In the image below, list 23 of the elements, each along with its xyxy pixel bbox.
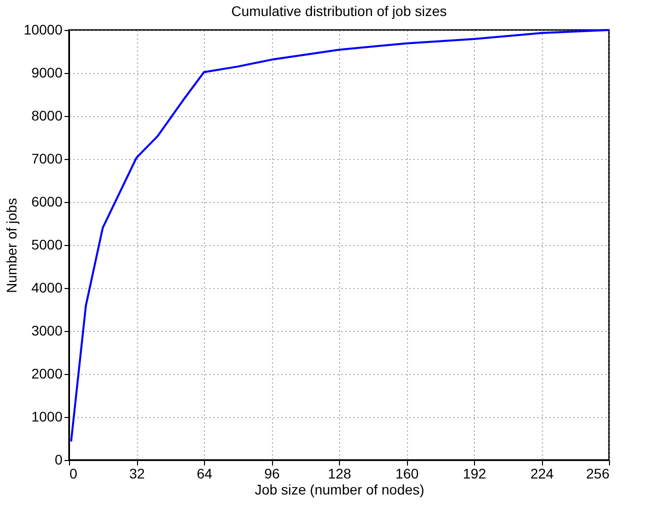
x-tick-label: 0 bbox=[70, 466, 78, 482]
x-tick-label: 224 bbox=[530, 466, 554, 482]
y-tick-label: 1000 bbox=[31, 408, 63, 424]
chart-title: Cumulative distribution of job sizes bbox=[231, 3, 447, 19]
y-tick-label: 4000 bbox=[31, 280, 63, 296]
x-tick-label: 128 bbox=[328, 466, 352, 482]
y-tick-label: 2000 bbox=[31, 366, 63, 382]
y-tick-label: 3000 bbox=[31, 322, 63, 338]
x-tick-label: 256 bbox=[586, 466, 610, 482]
x-tick-label: 96 bbox=[264, 466, 280, 482]
y-tick-label: 8000 bbox=[31, 108, 63, 124]
y-tick-label: 7000 bbox=[31, 150, 63, 166]
y-tick-label: 10000 bbox=[24, 22, 63, 38]
x-tick-label: 64 bbox=[196, 466, 212, 482]
x-tick-label: 32 bbox=[129, 466, 145, 482]
y-tick-label: 5000 bbox=[31, 236, 63, 252]
x-tick-label: 160 bbox=[395, 466, 419, 482]
x-axis-title: Job size (number of nodes) bbox=[254, 482, 424, 498]
y-tick-label: 0 bbox=[54, 452, 63, 468]
x-tick-label: 192 bbox=[462, 466, 486, 482]
y-tick-label: 6000 bbox=[31, 194, 63, 210]
y-tick-label: 9000 bbox=[31, 64, 63, 80]
y-axis-title: Number of jobs bbox=[4, 198, 20, 293]
